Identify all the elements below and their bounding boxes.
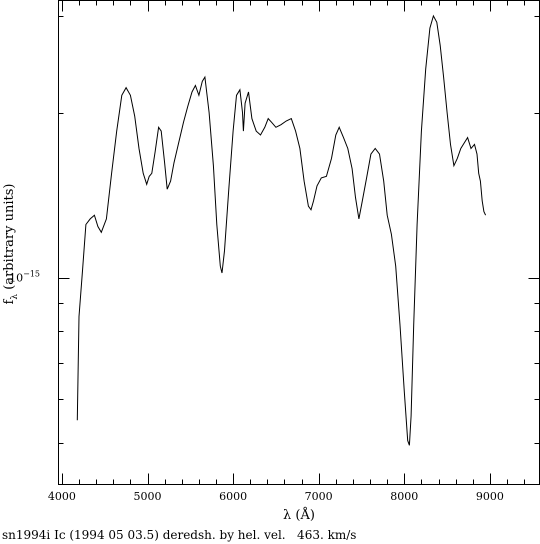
x-tick-label: 5000 <box>134 490 162 503</box>
y-tick-label-base: 10 <box>9 272 23 285</box>
x-tick-label: 4000 <box>48 490 76 503</box>
x-axis-label: λ (Å) <box>283 507 315 523</box>
x-tick-label: 7000 <box>305 490 333 503</box>
x-tick-label: 9000 <box>476 490 504 503</box>
y-axis-label-rest: (arbitrary units) <box>2 184 17 294</box>
figure-caption: sn1994i Ic (1994 05 03.5) deredsh. by he… <box>2 528 357 542</box>
plot-frame <box>58 0 540 485</box>
y-tick-label: 10−15 <box>9 270 40 285</box>
y-axis-label-subscript: λ <box>10 294 20 300</box>
axis-ticks <box>58 0 540 485</box>
x-tick-label: 6000 <box>219 490 247 503</box>
x-tick-labels: 4000 5000 6000 7000 8000 9000 <box>48 490 504 503</box>
y-tick-label-exponent: −15 <box>23 270 40 279</box>
x-tick-label: 8000 <box>390 490 418 503</box>
y-axis-label: fλ (arbitrary units) <box>2 184 20 305</box>
spectrum-line <box>76 14 487 446</box>
y-tick-labels: 10−15 <box>9 270 40 285</box>
y-axis-label-main: f <box>2 298 17 304</box>
